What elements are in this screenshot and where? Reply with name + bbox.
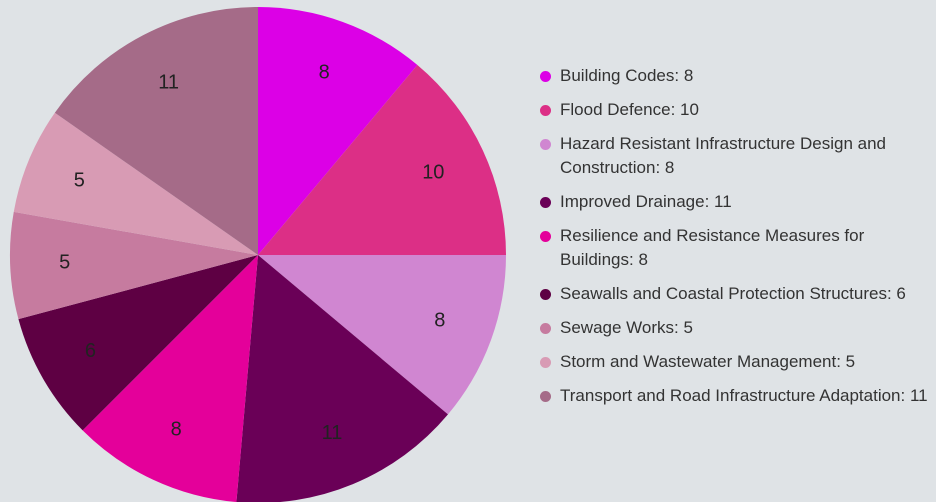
- legend-marker: [540, 289, 551, 300]
- legend-marker: [540, 391, 551, 402]
- legend-item: Flood Defence10: [540, 98, 936, 122]
- legend: Building Codes8Flood Defence10Hazard Res…: [540, 64, 936, 418]
- pie-slice: [236, 255, 448, 502]
- data-label: 5: [74, 169, 85, 191]
- legend-value: 5: [836, 352, 855, 371]
- legend-item: Resilience and Resistance Measures for B…: [540, 224, 936, 272]
- legend-item: Improved Drainage11: [540, 190, 936, 214]
- legend-value: 8: [629, 250, 648, 269]
- data-label: 11: [322, 422, 343, 444]
- legend-value: 11: [901, 386, 928, 405]
- pie-chart: 8 10 8 11 8 6 5 5 11: [9, 7, 506, 502]
- legend-item: Transport and Road Infrastructure Adapta…: [540, 384, 936, 408]
- legend-value: 10: [671, 100, 699, 119]
- pie-slice: [258, 7, 418, 255]
- legend-label: Sewage Works: [560, 318, 675, 337]
- data-label: 11: [158, 72, 179, 94]
- legend-marker: [540, 139, 551, 150]
- legend-label: Flood Defence: [560, 100, 671, 119]
- legend-value: 5: [674, 318, 693, 337]
- data-label: 8: [434, 309, 445, 331]
- legend-item: Sewage Works5: [540, 316, 936, 340]
- pie-slice: [54, 7, 258, 255]
- pie-slice: [258, 65, 506, 255]
- legend-label: Seawalls and Coastal Protection Structur…: [560, 284, 887, 303]
- legend-label: Storm and Wastewater Management: [560, 352, 837, 371]
- legend-item: Hazard Resistant Infrastructure Design a…: [540, 132, 936, 180]
- data-label: 8: [319, 62, 330, 84]
- data-label: 6: [85, 340, 96, 362]
- legend-label: Hazard Resistant Infrastructure Design a…: [560, 134, 886, 177]
- legend-item: Building Codes8: [540, 64, 936, 88]
- legend-value: 8: [655, 158, 674, 177]
- data-label: 5: [59, 252, 70, 274]
- pie-slice: [18, 255, 259, 431]
- legend-label: Improved Drainage: [560, 192, 705, 211]
- data-label: 10: [422, 162, 444, 184]
- pie-slice: [258, 255, 506, 415]
- pie-slice: [82, 255, 258, 502]
- legend-marker: [540, 105, 551, 116]
- legend-marker: [540, 323, 551, 334]
- legend-marker: [540, 197, 551, 208]
- pie-slice: [9, 211, 258, 320]
- legend-marker: [540, 231, 551, 242]
- legend-item: Seawalls and Coastal Protection Structur…: [540, 282, 936, 306]
- legend-marker: [540, 71, 551, 82]
- pie-slice: [13, 112, 259, 255]
- legend-value: 11: [705, 192, 732, 211]
- legend-label: Resilience and Resistance Measures for B…: [560, 226, 865, 269]
- legend-label: Transport and Road Infrastructure Adapta…: [560, 386, 901, 405]
- legend-value: 8: [674, 66, 693, 85]
- legend-item: Storm and Wastewater Management5: [540, 350, 936, 374]
- legend-value: 6: [887, 284, 906, 303]
- legend-marker: [540, 357, 551, 368]
- data-label: 8: [171, 419, 182, 441]
- legend-label: Building Codes: [560, 66, 675, 85]
